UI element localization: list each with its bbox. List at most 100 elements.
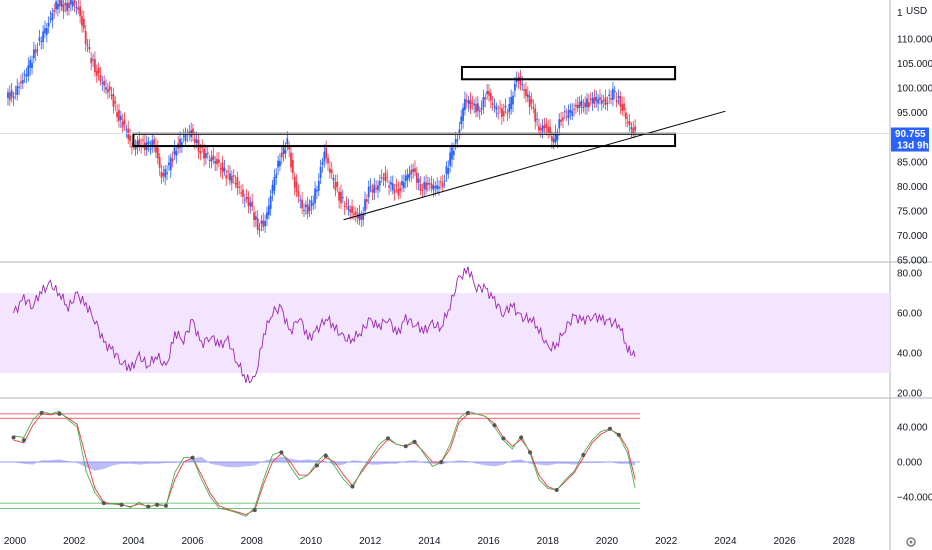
candle-body xyxy=(16,86,19,95)
candle-body xyxy=(256,218,259,230)
candle-body xyxy=(621,104,624,112)
time-tick-label: 2022 xyxy=(655,536,678,547)
candle-body xyxy=(349,209,352,213)
candle-body xyxy=(478,110,481,112)
candle-body xyxy=(138,139,141,146)
candle-body xyxy=(125,129,128,131)
candle-body xyxy=(340,191,342,203)
candle-body xyxy=(168,162,170,166)
candle-body xyxy=(81,16,83,26)
candle-body xyxy=(295,181,298,192)
candle-body xyxy=(534,108,537,122)
candle-body xyxy=(282,145,285,154)
time-tick-label: 2020 xyxy=(596,536,619,547)
time-tick-label: 2010 xyxy=(300,536,323,547)
candle-body xyxy=(175,151,178,156)
candle-body xyxy=(430,183,433,189)
candle-body xyxy=(203,148,205,159)
candle-body xyxy=(290,152,292,168)
candle-body xyxy=(108,86,111,91)
osc-histogram xyxy=(13,456,636,471)
candle-body xyxy=(240,192,242,194)
candle-body xyxy=(86,44,89,46)
candle-body xyxy=(328,168,331,173)
candle-body xyxy=(156,147,159,159)
candle-body xyxy=(7,92,9,98)
candle-body xyxy=(515,79,518,83)
candle-body xyxy=(99,74,102,82)
candle-body xyxy=(73,0,76,5)
candle-body xyxy=(519,76,522,85)
candle-body xyxy=(508,104,511,113)
candle-body xyxy=(439,181,442,183)
candle-body xyxy=(369,185,372,188)
candle-body xyxy=(406,174,409,180)
candle-body xyxy=(69,0,72,5)
candle-body xyxy=(142,139,144,141)
candle-body xyxy=(600,100,603,104)
candle-body xyxy=(308,206,311,211)
candle-body xyxy=(467,100,470,104)
candle-body xyxy=(164,168,167,178)
candle-body xyxy=(10,90,13,97)
candle-body xyxy=(449,152,452,166)
candle-body xyxy=(44,28,46,34)
rsi-band xyxy=(0,293,890,373)
candle-body xyxy=(482,96,485,108)
last-price-badge xyxy=(891,127,929,152)
osc-signal-dot xyxy=(279,450,284,455)
candle-body xyxy=(587,102,590,108)
candle-body xyxy=(88,46,91,50)
candle-body xyxy=(586,98,588,108)
osc-signal-dot xyxy=(554,488,559,492)
candle-body xyxy=(20,81,22,84)
candle-body xyxy=(345,203,348,205)
candle-body xyxy=(476,103,479,111)
candle-body xyxy=(201,146,204,148)
osc-signal-dot xyxy=(501,436,506,441)
time-tick-label: 2012 xyxy=(359,536,382,547)
candle-body xyxy=(321,161,324,165)
candle-body xyxy=(8,92,11,100)
osc-signal-dot xyxy=(11,435,16,440)
candle-body xyxy=(66,3,69,11)
candle-body xyxy=(488,91,490,96)
candle-body xyxy=(632,128,635,133)
candle-body xyxy=(417,178,420,183)
osc-tick-label: 0.000 xyxy=(897,458,922,469)
osc-fast-line xyxy=(13,410,636,517)
osc-signal-dot xyxy=(155,502,160,507)
candle-body xyxy=(425,182,427,191)
candle-body xyxy=(21,80,24,84)
candle-body xyxy=(353,213,355,216)
candle-body xyxy=(110,94,113,96)
candle-body xyxy=(330,169,333,174)
candle-body xyxy=(608,94,611,96)
candle-body xyxy=(623,103,625,111)
last-price-label: 90.755 xyxy=(895,129,926,140)
candle-body xyxy=(214,161,217,164)
candle-body xyxy=(36,49,39,51)
candle-body xyxy=(580,100,583,107)
candle-body xyxy=(254,216,257,220)
candle-body xyxy=(205,153,207,158)
candle-body xyxy=(182,135,185,137)
candle-body xyxy=(399,187,402,192)
candle-body xyxy=(92,59,94,61)
candle-body xyxy=(82,18,85,29)
candle-body xyxy=(454,138,457,144)
candle-body xyxy=(271,184,274,194)
candle-body xyxy=(227,171,230,173)
candle-body xyxy=(589,98,592,100)
candle-body xyxy=(223,167,226,172)
candle-body xyxy=(279,160,281,167)
candle-body xyxy=(458,129,461,135)
candle-body xyxy=(412,169,415,172)
time-tick-label: 2006 xyxy=(181,536,204,547)
candle-body xyxy=(42,31,45,43)
candle-body xyxy=(106,89,109,93)
candle-body xyxy=(575,104,577,107)
candle-body xyxy=(151,140,154,147)
candle-body xyxy=(436,185,439,190)
candle-body xyxy=(428,183,431,185)
